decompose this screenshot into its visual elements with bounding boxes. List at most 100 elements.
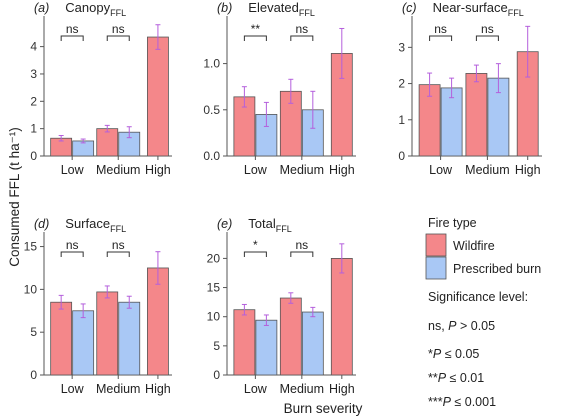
legend-swatch-wildfire	[425, 233, 447, 257]
significance-label: ns	[481, 22, 494, 36]
x-tick-label: Low	[244, 163, 268, 177]
significance-bracket	[106, 35, 130, 41]
significance-bracket	[106, 251, 130, 257]
significance-ns: ns, P > 0.05	[428, 319, 495, 333]
significance-label: **	[251, 22, 261, 36]
y-tick-label: 4	[30, 40, 37, 54]
y-tick-label: 0	[30, 149, 37, 163]
y-axis-title: Consumed FFL (t ha⁻¹)	[7, 127, 22, 266]
panel-subscript: FFL	[110, 224, 126, 234]
x-tick-label: Medium	[96, 163, 140, 177]
y-tick-label: 0.5	[203, 103, 220, 117]
y-tick-label: 10	[24, 282, 38, 296]
significance-label: ns	[66, 22, 79, 36]
x-tick-label: Medium	[280, 382, 324, 396]
y-tick-label: 2	[398, 77, 405, 91]
x-tick-label: Medium	[465, 163, 509, 177]
x-tick-label: Medium	[280, 163, 324, 177]
x-tick-label: Low	[61, 382, 85, 396]
significance-label: ns	[112, 22, 125, 36]
bar-prescribed-burn	[118, 301, 141, 376]
significance-bracket	[475, 35, 499, 41]
panel-title: (b) ElevatedFFL	[217, 0, 315, 18]
bar-wildfire	[50, 301, 73, 376]
panel-name: Total	[248, 216, 276, 231]
x-tick-label: Medium	[96, 382, 140, 396]
bar-prescribed-burn	[301, 311, 324, 376]
y-tick-label: 20	[207, 251, 221, 265]
panel-subscript: FFL	[508, 8, 524, 18]
x-tick-label: High	[145, 163, 171, 177]
significance-label: ns	[295, 22, 308, 36]
panel-subscript: FFL	[276, 224, 292, 234]
panel-b: (b) ElevatedFFL 0.0 0.5 1.0 ** Low ns Medium High	[203, 0, 356, 177]
panel-letter: (b)	[217, 1, 232, 15]
panel-title: (e) TotalFFL	[217, 216, 292, 234]
panel-letter: (d)	[34, 217, 49, 231]
panel-title: (a) CanopyFFL	[34, 0, 126, 18]
significance-bracket	[290, 251, 314, 257]
x-tick-label: High	[329, 163, 355, 177]
panel-subscript: FFL	[110, 8, 126, 18]
significance-two-star: **P ≤ 0.01	[428, 371, 484, 385]
panel-title: (c) Near-surfaceFFL	[402, 0, 524, 18]
panel-c: (c) Near-surfaceFFL 0 1 2 3 ns Low ns Medium High	[398, 0, 542, 177]
significance-bracket	[243, 251, 267, 257]
legend-label-wildfire: Wildfire	[453, 239, 495, 253]
panel-letter: (e)	[217, 217, 232, 231]
y-tick-label: 1.0	[203, 57, 220, 71]
x-axis-title: Burn severity	[284, 401, 363, 416]
y-tick-label: 10	[207, 310, 221, 324]
y-tick-label: 0.0	[203, 149, 220, 163]
y-tick-label: 5	[213, 339, 220, 353]
significance-bracket	[60, 251, 84, 257]
significance-bracket	[60, 35, 84, 41]
panel-name: Near-surface	[433, 0, 508, 15]
panel-name: Canopy	[65, 0, 110, 15]
y-tick-label: 0	[30, 368, 37, 382]
y-tick-label: 2	[30, 94, 37, 108]
panel-letter: (a)	[34, 1, 49, 15]
y-tick-label: 0	[398, 149, 405, 163]
bar-wildfire	[233, 309, 256, 376]
panel-name: Elevated	[248, 0, 299, 15]
significance-label: ns	[112, 238, 125, 252]
y-tick-label: 3	[30, 67, 37, 81]
x-tick-label: High	[515, 163, 541, 177]
x-tick-label: High	[145, 382, 171, 396]
y-tick-label: 1	[398, 113, 405, 127]
significance-bracket	[243, 35, 267, 41]
bar-wildfire	[330, 258, 353, 376]
legend: Fire type Wildfire Prescribed burn Signi…	[425, 216, 541, 409]
x-tick-label: High	[329, 382, 355, 396]
significance-three-star: ***P ≤ 0.001	[428, 395, 496, 409]
legend-swatch-prescribed-burn	[425, 256, 447, 280]
significance-label: ns	[295, 238, 308, 252]
x-tick-label: Low	[61, 163, 85, 177]
y-tick-label: 3	[398, 40, 405, 54]
significance-label: *	[253, 238, 258, 252]
bar-prescribed-burn	[72, 310, 95, 376]
bar-wildfire	[465, 73, 488, 157]
legend-label-prescribed-burn: Prescribed burn	[453, 262, 541, 276]
y-tick-label: 15	[207, 281, 221, 295]
y-tick-label: 5	[30, 325, 37, 339]
panel-subscript: FFL	[299, 8, 315, 18]
significance-title: Significance level:	[428, 290, 528, 304]
significance-one-star: *P ≤ 0.05	[428, 347, 479, 361]
panel-title: (d) SurfaceFFL	[34, 216, 126, 234]
x-tick-label: Low	[429, 163, 453, 177]
significance-label: ns	[434, 22, 447, 36]
significance-bracket	[429, 35, 453, 41]
significance-bracket	[290, 35, 314, 41]
panel-d: (d) SurfaceFFL 0 5 10 15 ns Low ns Medium High	[24, 216, 172, 396]
panel-name: Surface	[65, 216, 110, 231]
panel-letter: (c)	[402, 1, 417, 15]
y-tick-label: 15	[24, 240, 38, 254]
x-tick-label: Low	[244, 382, 268, 396]
y-tick-label: 0	[213, 368, 220, 382]
panel-e: (e) TotalFFL 0 5 10 15 20 * Low ns Medium High	[207, 216, 356, 396]
panel-a: (a) CanopyFFL 0 1 2 3 4 ns Low ns Medium High	[30, 0, 172, 177]
